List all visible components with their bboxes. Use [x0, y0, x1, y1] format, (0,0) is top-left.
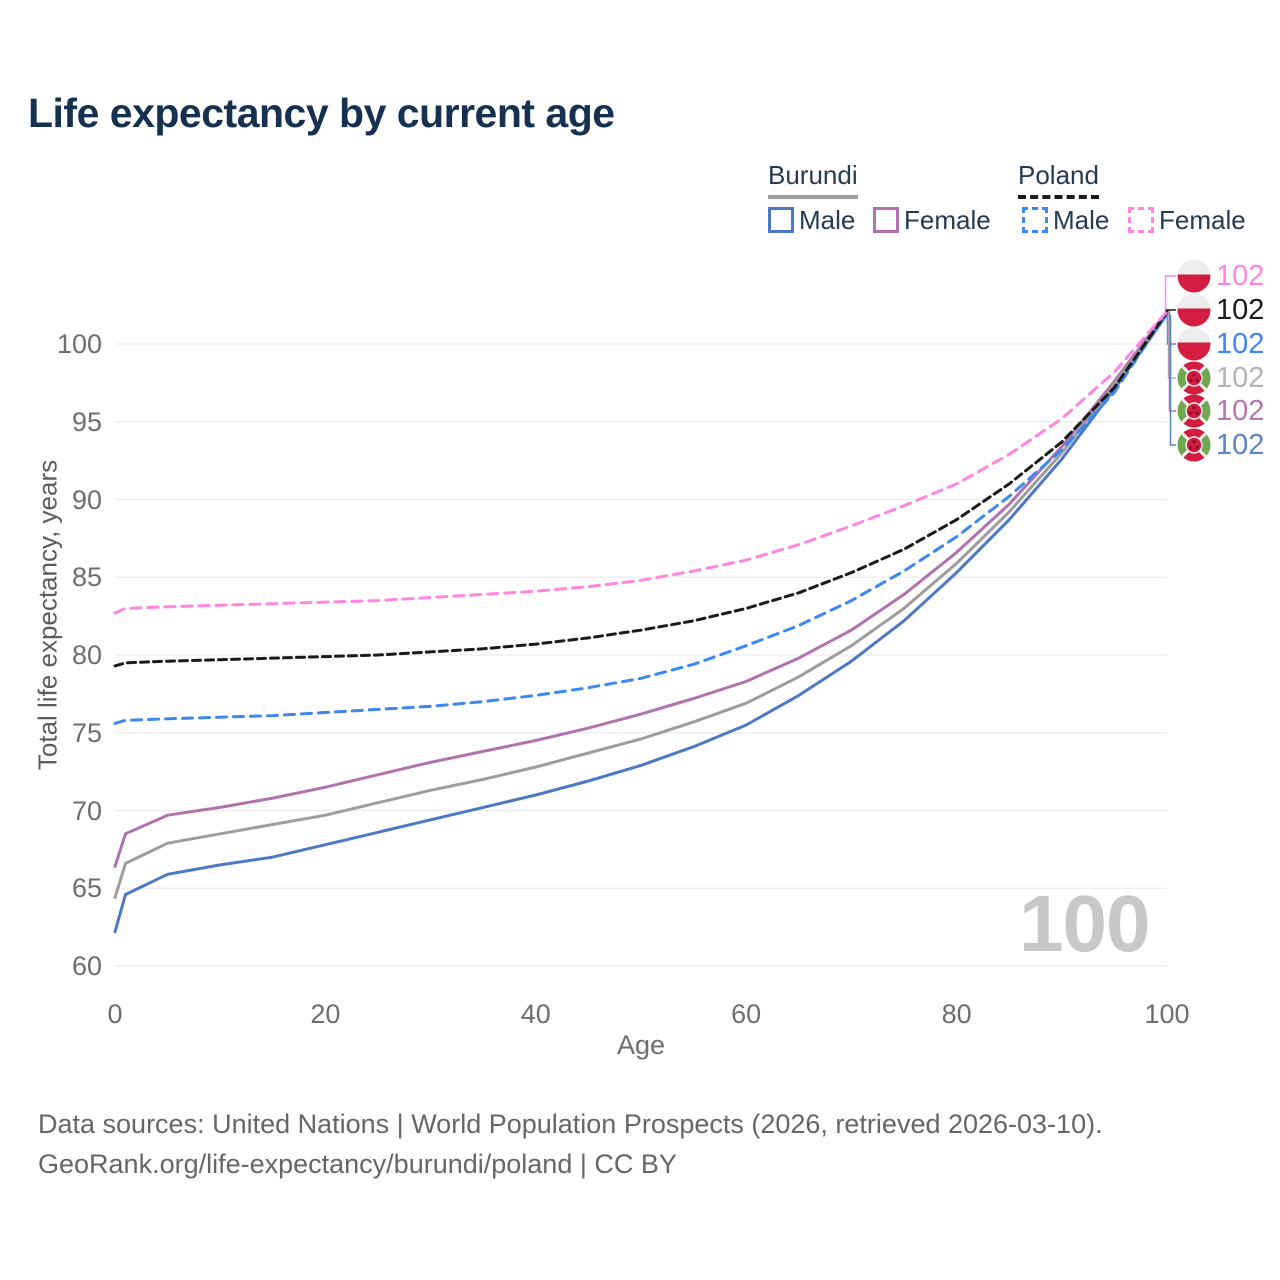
y-tick-label-70: 70	[71, 795, 102, 826]
y-tick-label-90: 90	[71, 484, 102, 515]
page-title: Life expectancy by current age	[28, 90, 615, 136]
x-tick-label-40: 40	[520, 999, 551, 1029]
burundi-female-swatch-icon	[873, 207, 899, 233]
poland-flag-icon	[1177, 327, 1211, 361]
series-line-burundi-both-sexes	[113, 312, 1169, 900]
burundi-flag-icon	[1177, 361, 1211, 395]
attribution-line: GeoRank.org/life-expectancy/burundi/pola…	[38, 1149, 677, 1179]
legend-label: Female	[904, 204, 991, 235]
end-label-row-burundi-female: 102	[1177, 394, 1264, 428]
x-tick-label-80: 80	[941, 999, 972, 1029]
legend-group-poland: Poland	[1018, 160, 1099, 199]
y-tick-label-100: 100	[56, 329, 102, 359]
data-sources-line: Data sources: United Nations | World Pop…	[38, 1109, 1103, 1139]
end-label-row-poland-male: 102	[1177, 327, 1264, 361]
poland-flag-icon	[1177, 259, 1211, 293]
burundi-flag-icon	[1177, 394, 1211, 428]
end-label-connector	[1168, 311, 1176, 412]
poland-male-swatch-icon	[1022, 207, 1048, 233]
end-label-value: 102	[1216, 428, 1265, 461]
y-tick-label-95: 95	[71, 406, 102, 437]
series-line-burundi-male	[113, 313, 1169, 934]
end-label-value: 102	[1216, 394, 1265, 427]
y-tick-label-80: 80	[71, 640, 102, 670]
series-line-poland-male	[113, 311, 1169, 725]
legend-group-burundi: Burundi	[768, 160, 858, 199]
end-label-row-burundi-male: 102	[1177, 428, 1264, 462]
end-label-connector	[1167, 313, 1176, 379]
x-tick-label-60: 60	[731, 999, 762, 1029]
end-label-row-poland-both-sexes: 102	[1177, 293, 1264, 327]
y-tick-label-60: 60	[71, 951, 102, 981]
burundi-flag-icon	[1177, 428, 1211, 462]
footer: Data sources: United Nations | World Pop…	[38, 1104, 1103, 1184]
poland-female-swatch-icon	[1128, 207, 1154, 233]
y-tick-label-75: 75	[71, 717, 102, 748]
legend-item-burundi-male[interactable]: Male	[768, 205, 855, 235]
legend-item-burundi-female[interactable]: Female	[873, 205, 991, 235]
y-tick-label-85: 85	[71, 562, 102, 593]
legend-label: Female	[1159, 204, 1246, 235]
end-label-connector	[1169, 314, 1176, 446]
burundi-male-swatch-icon	[768, 207, 794, 233]
legend-label: Male	[1053, 204, 1110, 235]
legend-item-poland-female[interactable]: Female	[1128, 205, 1246, 235]
end-label-row-burundi-both-sexes: 102	[1177, 361, 1264, 395]
end-label-value: 102	[1216, 361, 1265, 394]
poland-flag-icon	[1177, 293, 1211, 327]
end-label-connector	[1164, 275, 1176, 312]
end-label-row-poland-female: 102	[1177, 259, 1264, 293]
age-counter-watermark: 100	[1019, 879, 1150, 968]
legend-item-poland-male[interactable]: Male	[1022, 205, 1109, 235]
x-tick-label-0: 0	[107, 999, 123, 1029]
end-label-connector	[1165, 309, 1176, 313]
x-tick-label-20: 20	[310, 999, 341, 1029]
series-line-poland-female	[113, 309, 1169, 615]
series-line-burundi-female	[113, 309, 1169, 868]
series-line-poland-both-sexes	[113, 310, 1169, 668]
legend-label: Male	[799, 204, 856, 235]
x-axis-title: Age	[616, 1030, 666, 1060]
y-tick-label-65: 65	[71, 873, 102, 904]
end-label-value: 102	[1216, 259, 1265, 292]
end-label-value: 102	[1216, 327, 1265, 360]
end-label-connector	[1166, 312, 1176, 345]
x-tick-label-100: 100	[1144, 999, 1190, 1029]
end-label-value: 102	[1216, 293, 1265, 326]
